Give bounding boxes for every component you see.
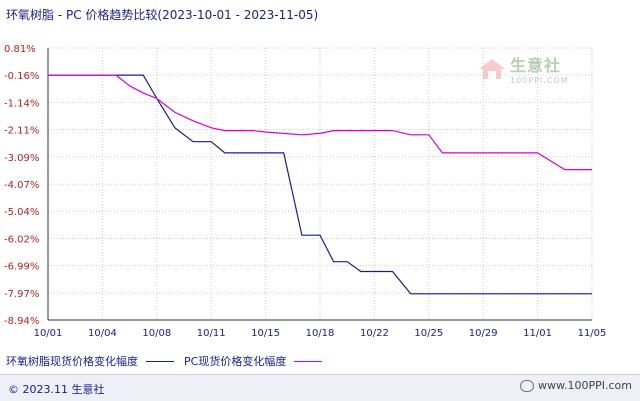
wechat-icon: [520, 379, 535, 392]
y-tick-label: -7.97%: [4, 289, 39, 300]
footer-bar: © 2023.11 生意社 www.100PPI.com: [0, 374, 640, 401]
y-tick-label: -2.11%: [4, 125, 39, 136]
y-tick-label: -4.07%: [4, 180, 39, 191]
y-tick-label: -0.16%: [4, 71, 39, 82]
legend: 环氧树脂现货价格变化幅度 PC现货价格变化幅度: [6, 353, 332, 369]
x-tick-label: 10/04: [88, 328, 117, 339]
series-line-epoxy: [48, 74, 592, 295]
watermark-url: 100PPI.COM: [510, 76, 569, 85]
watermark-logo: 生意社 100PPI.COM: [478, 52, 569, 85]
y-tick-label: -8.94%: [4, 316, 39, 327]
copyright-text: © 2023.11 生意社: [8, 383, 105, 396]
y-tick-labels: 0.81% -0.16% -1.14% -2.11% -3.09% -4.07% -5.04…: [4, 44, 39, 327]
x-tick-label: 10/15: [251, 328, 280, 339]
y-tick-label: -5.04%: [4, 207, 39, 218]
x-tick-label: 10/22: [360, 328, 389, 339]
legend-label-pc: PC现货价格变化幅度: [184, 355, 287, 368]
legend-swatch-epoxy: [146, 360, 174, 362]
y-tick-label: -6.99%: [4, 262, 39, 273]
x-tick-label: 10/11: [197, 328, 226, 339]
x-tick-label: 10/01: [34, 328, 63, 339]
x-tick-label: 10/18: [306, 328, 335, 339]
x-tick-label: 10/25: [414, 328, 443, 339]
page-title: 环氧树脂 - PC 价格趋势比较(2023-10-01 - 2023-11-05…: [6, 8, 319, 22]
footer-site: www.100PPI.com: [520, 379, 632, 392]
x-tick-label: 10/08: [142, 328, 171, 339]
footer-site-text: www.100PPI.com: [538, 379, 632, 392]
watermark-name: 生意社: [510, 56, 562, 75]
chart-series: [48, 74, 592, 295]
y-tick-label: -3.09%: [4, 153, 39, 164]
y-tick-label: -6.02%: [4, 235, 39, 246]
x-tick-label: 11/01: [523, 328, 552, 339]
y-tick-label: 0.81%: [4, 44, 36, 55]
legend-label-epoxy: 环氧树脂现货价格变化幅度: [6, 355, 138, 368]
x-tick-label: 10/29: [469, 328, 498, 339]
chart-grid: [47, 47, 593, 321]
x-tick-labels: 10/01 10/04 10/08 10/11 10/15 10/18 10/22 10/25…: [34, 328, 607, 339]
x-tick-label: 11/05: [578, 328, 607, 339]
legend-swatch-pc: [294, 360, 323, 362]
series-line-pc: [48, 74, 592, 171]
house-icon: [479, 58, 505, 79]
y-tick-label: -1.14%: [4, 98, 39, 109]
